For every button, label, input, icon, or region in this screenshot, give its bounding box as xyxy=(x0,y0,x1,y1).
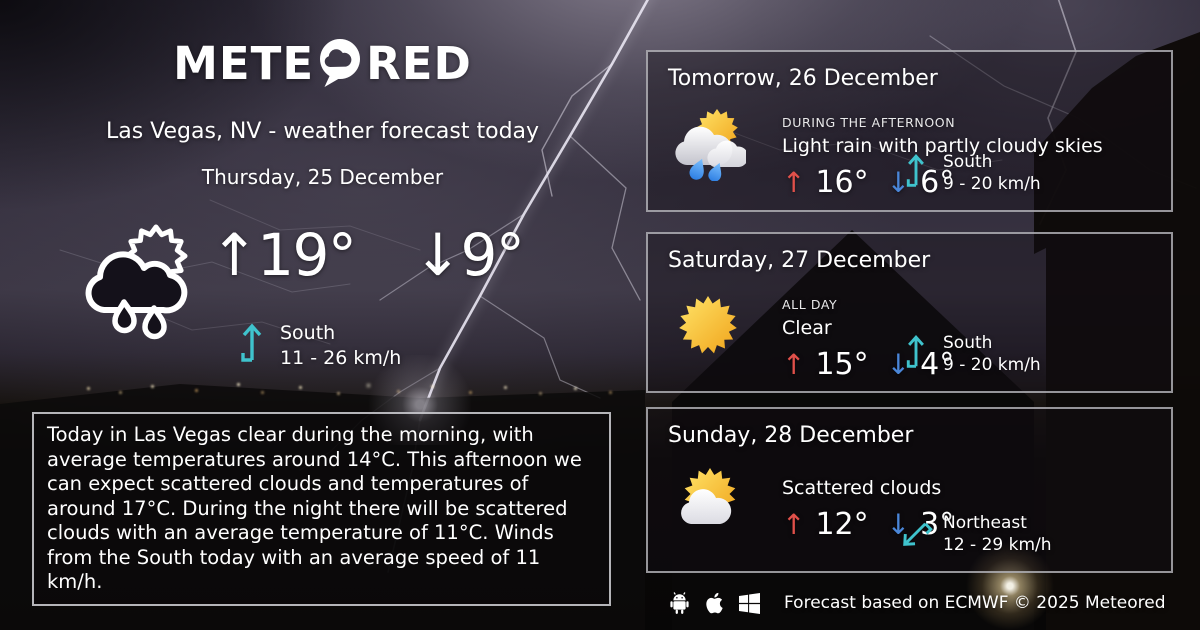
forecast-temp-max: 15° xyxy=(815,347,869,382)
today-wind-direction: South xyxy=(280,322,336,344)
logo-cloud-bubble-icon xyxy=(320,39,361,87)
windows-icon[interactable] xyxy=(738,591,760,615)
forecast-period-label: DURING THE AFTERNOON xyxy=(782,115,956,130)
today-temp-min: 9° xyxy=(460,221,525,289)
today-date: Thursday, 25 December xyxy=(201,165,444,189)
today-wind: South 11 - 26 km/h xyxy=(238,318,401,371)
forecast-condition: Clear xyxy=(782,317,832,339)
wind-direction-icon-northeast xyxy=(891,508,941,558)
forecast-card-date: Tomorrow, 26 December xyxy=(668,66,938,91)
temp-min-arrow-icon: ↓ xyxy=(886,508,911,541)
forecast-card-date: Saturday, 27 December xyxy=(668,248,931,273)
temp-min-arrow-icon: ↓ xyxy=(413,221,462,289)
logo-text-prefix: METE xyxy=(173,36,315,90)
wind-direction-icon xyxy=(906,153,924,187)
forecast-card-tomorrow[interactable]: Tomorrow, 26 December DURING THE AFTERNO… xyxy=(646,50,1173,212)
forecast-wind-speed: 9 - 20 km/h xyxy=(943,354,1041,375)
android-icon[interactable] xyxy=(668,591,690,615)
forecast-card-saturday[interactable]: Saturday, 27 December ALL DAY Clear ↑ 15°… xyxy=(646,232,1173,393)
forecast-summary: Today in Las Vegas clear during the morn… xyxy=(32,412,611,606)
forecast-wind-direction: South xyxy=(943,332,993,353)
forecast-wind-speed: 9 - 20 km/h xyxy=(943,173,1041,194)
wind-direction-icon xyxy=(906,334,924,368)
footer: Forecast based on ECMWF © 2025 Meteored xyxy=(668,591,1166,615)
forecast-card-date: Sunday, 28 December xyxy=(668,423,914,448)
meteored-logo[interactable]: METE RED xyxy=(0,38,645,88)
today-temp-max: 19° xyxy=(257,221,357,289)
forecast-wind-direction: South xyxy=(943,151,993,172)
today-temperatures: ↑ 19° ↓ 9° xyxy=(210,221,525,289)
weather-icon-sun-cloud-rain xyxy=(72,216,198,342)
forecast-temp-max: 12° xyxy=(815,507,869,542)
forecast-wind-direction: Northeast xyxy=(943,512,1027,533)
temp-max-arrow-icon: ↑ xyxy=(782,508,806,541)
forecast-wind-speed: 12 - 29 km/h xyxy=(943,534,1052,555)
temp-max-arrow-icon: ↑ xyxy=(782,166,806,199)
forecast-wind: South 9 - 20 km/h xyxy=(904,330,1041,376)
page-title: Las Vegas, NV - weather forecast today xyxy=(105,119,540,144)
forecast-temp-min: 4° xyxy=(920,347,955,382)
temp-min-arrow-icon: ↓ xyxy=(886,348,911,381)
forecast-attribution: Forecast based on ECMWF © 2025 Meteored xyxy=(784,593,1166,613)
weather-icon-light-rain-partly-cloudy xyxy=(670,105,746,181)
today-wind-speed: 11 - 26 km/h xyxy=(280,347,402,370)
forecast-period-label: ALL DAY xyxy=(782,297,838,312)
temp-min-arrow-icon: ↓ xyxy=(886,166,911,199)
apple-icon[interactable] xyxy=(703,591,725,615)
forecast-condition: Scattered clouds xyxy=(782,477,942,499)
forecast-card-sunday[interactable]: Sunday, 28 December Scattered clouds ↑ 12… xyxy=(646,407,1173,573)
weather-icon-clear-sun xyxy=(670,287,746,363)
weather-icon-scattered-clouds xyxy=(670,462,746,538)
forecast-condition: Light rain with partly cloudy skies xyxy=(782,135,1103,157)
logo-text-suffix: RED xyxy=(366,36,472,90)
temp-max-arrow-icon: ↑ xyxy=(782,348,806,381)
forecast-wind: South 9 - 20 km/h xyxy=(904,149,1041,195)
temp-max-arrow-icon: ↑ xyxy=(210,221,259,289)
forecast-temp-min: 6° xyxy=(920,165,955,200)
forecast-temp-max: 16° xyxy=(815,165,869,200)
forecast-wind: Northeast 12 - 29 km/h xyxy=(903,510,1052,556)
today-panel: METE RED Las Vegas, NV - weather forecas… xyxy=(0,38,645,606)
wind-direction-icon xyxy=(241,323,262,362)
